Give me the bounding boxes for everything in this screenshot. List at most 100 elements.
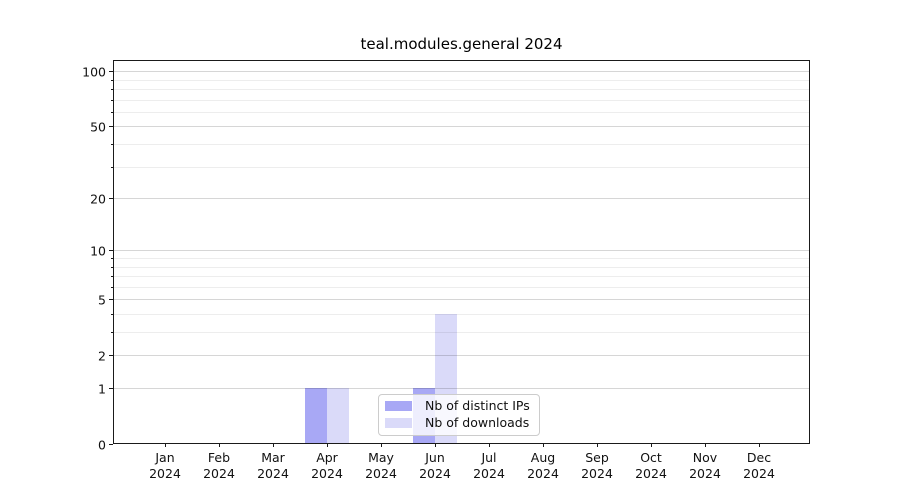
x-tick-label-month: Nov [692,450,718,465]
y-tick-minor [111,286,114,288]
gridline-minor [114,111,809,113]
x-tick-label-year: 2024 [149,466,181,481]
x-tick [219,443,220,447]
x-tick-label-year: 2024 [581,466,613,481]
x-tick [381,443,382,447]
legend-item-downloads: Nb of downloads [385,416,530,430]
x-tick-label-month: Dec [746,450,772,465]
x-tick-label-year: 2024 [635,466,667,481]
y-tick-minor [111,266,114,268]
x-tick-label: Jan 2024 [149,450,181,482]
x-tick-label-year: 2024 [473,466,505,481]
gridline-minor [114,266,809,268]
gridline-minor [114,258,809,259]
gridline-minor [114,286,809,288]
gridline-minor [114,99,809,101]
y-tick [109,250,113,252]
x-tick-label-month: Aug [530,450,556,465]
x-tick [705,443,706,447]
x-tick-label: Aug 2024 [527,450,559,482]
x-tick-label: Feb 2024 [203,450,235,482]
x-tick-label: Nov 2024 [689,450,721,482]
legend-swatch-distinct-ips [385,401,412,411]
legend-label-downloads: Nb of downloads [425,415,530,430]
x-tick [759,443,760,447]
y-tick-minor [111,79,114,81]
axes-layer: 0 1 2 5 10 20 50 100 Jan 2024 Feb 2024 Mar 2024 Apr 202… [82,61,809,481]
y-tick [109,198,113,200]
gridline-minor [114,313,809,315]
gridline-minor [114,276,809,278]
x-tick-label-year: 2024 [203,466,235,481]
x-tick-label: Apr 2024 [311,450,343,482]
y-tick [109,355,113,357]
gridline-minor [114,79,809,81]
y-tick-label: 50 [90,119,106,135]
y-tick-minor [111,332,114,334]
gridline-minor [114,89,809,91]
y-tick [109,299,113,301]
plot-area: 0 1 2 5 10 20 50 100 Jan 2024 Feb 2024 Mar 2024 Apr 202… [82,60,810,481]
gridline-major [114,299,809,301]
x-tick-label-year: 2024 [311,466,343,481]
y-tick-minor [111,99,114,101]
x-tick-label: Jun 2024 [419,450,451,482]
x-tick-label-month: Jan [155,450,175,465]
y-tick-label: 0 [98,437,106,452]
gridline-minor [114,144,809,146]
y-tick-minor [111,144,114,146]
gridline-major [114,198,809,200]
gridline-major [114,250,809,252]
x-tick-label: Oct 2024 [635,450,667,482]
x-tick-label-month: Jun [425,450,445,465]
x-tick [273,443,274,447]
y-tick [109,388,113,389]
y-tick-minor [111,258,114,259]
y-tick-label: 10 [90,243,106,259]
y-tick-minor [111,89,114,91]
y-tick-label: 2 [98,348,106,364]
legend-swatch-downloads [385,418,412,428]
x-tick-label: May 2024 [365,450,397,482]
bar-nb-of-distinct-ips-apr [305,388,327,443]
legend-item-distinct-ips: Nb of distinct IPs [385,399,530,413]
y-tick-label: 20 [90,191,106,207]
y-tick-label: 5 [98,292,106,308]
x-tick-label-year: 2024 [743,466,775,481]
x-tick-label: Sep 2024 [581,450,613,482]
y-tick [109,71,113,73]
x-tick [327,443,328,447]
x-tick-label-month: Jul [481,450,497,465]
x-tick-label: Jul 2024 [473,450,505,482]
x-tick-label: Mar 2024 [257,450,289,482]
y-tick-minor [111,313,114,315]
x-tick-label-month: Feb [207,450,231,465]
x-tick-label: Dec 2024 [743,450,775,482]
y-tick-label: 1 [98,381,106,396]
y-tick-label: 100 [82,64,106,80]
x-tick-label-year: 2024 [689,466,721,481]
y-tick [109,444,113,445]
gridline-minor [114,166,809,168]
legend-label-distinct-ips: Nb of distinct IPs [425,398,530,413]
x-tick-label-year: 2024 [419,466,451,481]
y-tick [109,126,113,128]
x-tick-label-year: 2024 [365,466,397,481]
x-tick [435,443,436,447]
x-tick-label-month: Apr [316,450,338,465]
x-tick-label-year: 2024 [257,466,289,481]
gridline-major [114,388,809,389]
legend: Nb of distinct IPs Nb of downloads [378,394,540,436]
x-tick-label-month: Sep [585,450,609,465]
gridline-major [114,126,809,128]
x-tick-label-month: May [368,450,394,465]
y-tick-minor [111,111,114,113]
gridline-major [114,71,809,73]
x-tick [489,443,490,447]
x-tick-label-month: Oct [640,450,662,465]
gridline-minor [114,332,809,334]
y-tick-minor [111,166,114,168]
chart-title: teal.modules.general 2024 [360,35,563,53]
x-tick [165,443,166,447]
